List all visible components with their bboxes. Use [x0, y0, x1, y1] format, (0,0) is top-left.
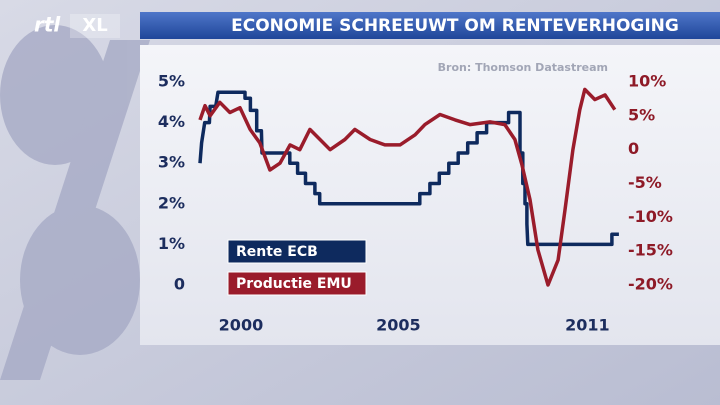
y2-tick-label: -10%	[628, 207, 673, 226]
decor-percent	[0, 25, 150, 380]
y2-tick-label: -20%	[628, 275, 673, 294]
y2-tick-label: 5%	[628, 105, 655, 124]
y2-tick-label: -5%	[628, 173, 662, 192]
legend-label: Productie EMU	[236, 276, 352, 292]
title-bar	[140, 12, 720, 39]
series-line	[198, 90, 619, 247]
y-tick-label: 3%	[158, 153, 185, 172]
logo-box	[70, 14, 120, 38]
x-tick-label: 2011	[565, 316, 610, 335]
legend-box	[227, 271, 367, 296]
x-tick-label: 2000	[219, 316, 264, 335]
y-tick-label: 0	[174, 275, 185, 294]
source: Bron: Thomson Datastream	[438, 61, 608, 74]
y-tick-label: 1%	[158, 234, 185, 253]
series-line	[198, 87, 617, 287]
logo-brand: rtl	[34, 13, 61, 37]
legend-box	[227, 239, 367, 264]
y2-tick-label: -15%	[628, 241, 673, 260]
x-tick-label: 2005	[376, 316, 421, 335]
legend-label: Rente ECB	[236, 244, 318, 260]
y-tick-label: 2%	[158, 193, 185, 212]
logo-suffix: XL	[82, 15, 107, 36]
y-tick-label: 4%	[158, 112, 185, 131]
y2-tick-label: 0	[628, 139, 639, 158]
y-tick-label: 5%	[158, 72, 185, 91]
chart-title: ECONOMIE SCHREEUWT OM RENTEVERHOGING	[231, 16, 679, 36]
y2-tick-label: 10%	[628, 72, 666, 91]
